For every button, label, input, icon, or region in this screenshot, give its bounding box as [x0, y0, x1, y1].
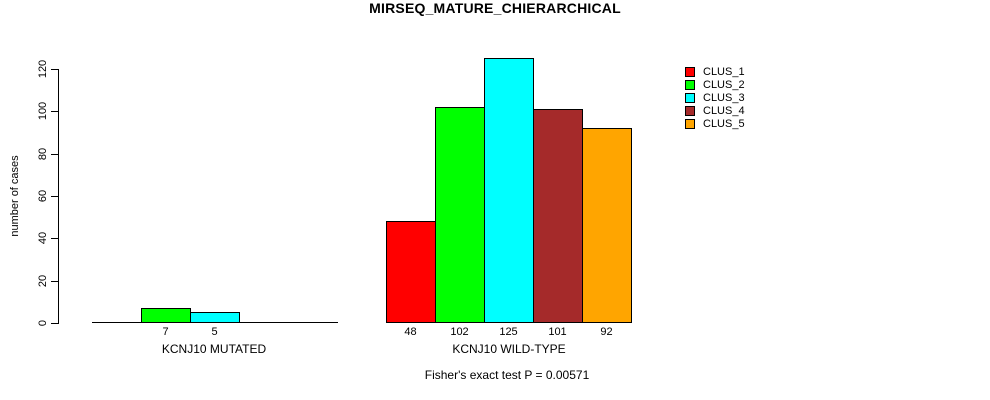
- y-tick: [51, 153, 58, 155]
- legend-label-clus_3: CLUS_3: [703, 92, 745, 104]
- y-tick: [51, 196, 58, 197]
- bar-value-label: 102: [450, 326, 469, 338]
- bar-clus_2-wildtype: [435, 107, 485, 323]
- bar-value-label: 48: [404, 326, 417, 338]
- y-tick: [51, 111, 58, 113]
- bar-value-label: 92: [600, 326, 613, 338]
- bar-clus_2-mutated: [141, 308, 191, 323]
- y-tick-label: 100: [37, 102, 49, 121]
- y-tick-label: 20: [37, 274, 49, 287]
- x-group-label-wildtype: KCNJ10 WILD-TYPE: [452, 342, 566, 356]
- legend-swatch-clus_1: [685, 67, 695, 77]
- legend-label-clus_4: CLUS_4: [703, 105, 745, 117]
- bar-clus_5-wildtype: [582, 128, 632, 323]
- y-tick-label: 120: [37, 59, 49, 79]
- legend-swatch-clus_4: [685, 106, 695, 116]
- bar-value-label: 5: [211, 326, 218, 338]
- bar-value-label: 125: [499, 326, 518, 338]
- bar-clus_4-wildtype: [533, 109, 583, 323]
- y-tick: [51, 69, 58, 70]
- y-tick: [51, 280, 58, 282]
- y-axis-line: [58, 69, 59, 324]
- bar-clus_3-mutated: [190, 312, 240, 323]
- y-tick-label: 40: [37, 232, 49, 245]
- legend-swatch-clus_5: [685, 119, 695, 129]
- bar-clus_3-wildtype: [484, 58, 534, 323]
- y-tick-label: 60: [37, 189, 49, 203]
- subtitle: Fisher's exact test P = 0.00571: [424, 368, 590, 382]
- legend-swatch-clus_2: [685, 80, 695, 90]
- legend-swatch-clus_3: [685, 93, 695, 103]
- bar-clus_1-wildtype: [386, 221, 436, 323]
- legend-label-clus_2: CLUS_2: [703, 79, 745, 91]
- legend-label-clus_1: CLUS_1: [703, 66, 745, 78]
- y-tick-label: 0: [37, 319, 49, 327]
- y-tick: [51, 238, 58, 240]
- legend-label-clus_5: CLUS_5: [703, 118, 745, 130]
- x-group-label-mutated: KCNJ10 MUTATED: [161, 342, 267, 356]
- chart-title: MIRSEQ_MATURE_CHIERARCHICAL: [369, 0, 621, 16]
- bar-value-label: 7: [162, 326, 169, 338]
- bar-value-label: 101: [548, 326, 567, 338]
- y-tick: [51, 323, 58, 324]
- y-axis-label: number of cases: [9, 155, 21, 237]
- y-tick-label: 80: [37, 147, 49, 160]
